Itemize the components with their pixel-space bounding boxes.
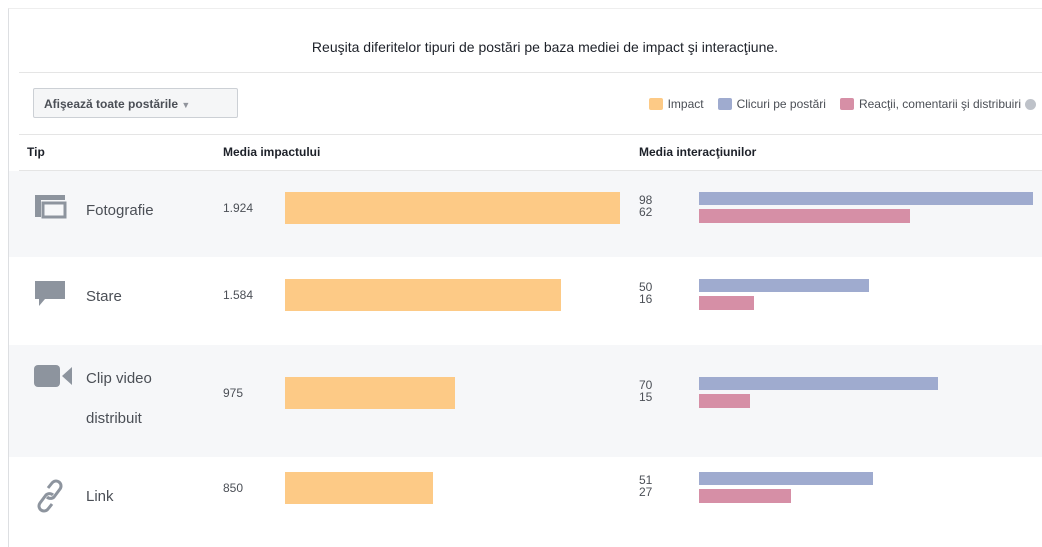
reactions-bar [699, 394, 751, 408]
insights-card: Reuşita diferitelor tipuri de postări pe… [8, 8, 1042, 547]
post-type-label: Clip video distribuit [86, 370, 152, 427]
table-row: Link 850 51 27 [9, 457, 1042, 531]
clicks-value: 98 [639, 193, 653, 207]
info-icon [1025, 98, 1036, 110]
table-row: Stare 1.584 50 16 [9, 257, 1042, 345]
column-header: Media interacţiunilor [639, 145, 757, 159]
column-header: Media impactului [223, 145, 321, 159]
impact-bar [285, 279, 561, 311]
clicks-value: 70 [639, 378, 653, 392]
table-row: Clip video distribuit 975 70 15 [9, 345, 1042, 457]
legend-swatch [717, 98, 732, 110]
impact-bar [285, 192, 620, 224]
filter-dropdown[interactable]: Afişează toate postările ▼ [33, 88, 238, 118]
post-type-label: Fotografie [86, 202, 154, 219]
clicks-value: 50 [639, 280, 653, 294]
impact-value: 1.924 [223, 201, 254, 215]
divider [19, 170, 1042, 171]
table-row: Fotografie 1.924 98 62 [9, 171, 1042, 257]
icon [35, 281, 65, 306]
legend-label: Reacţii, comentarii şi distribuiri [858, 97, 1021, 111]
icon [37, 479, 63, 513]
reactions-value: 62 [639, 205, 653, 219]
post-type-icon [33, 479, 67, 518]
clicks-bar [699, 192, 1033, 205]
icon [35, 195, 67, 219]
post-type-icon [33, 193, 67, 224]
divider [19, 72, 1042, 73]
clicks-bar [699, 472, 873, 485]
reactions-bar [699, 489, 792, 503]
reactions-value: 15 [639, 390, 653, 404]
clicks-bar [699, 279, 870, 292]
post-type-label: Link [86, 488, 114, 505]
post-type-icon [33, 363, 73, 394]
impact-bar [285, 377, 455, 409]
divider [19, 134, 1042, 135]
post-type-label: Stare [86, 288, 122, 305]
column-header: Tip [27, 145, 45, 159]
title: Reuşita diferitelor tipuri de postări pe… [311, 39, 779, 55]
reactions-value: 16 [639, 292, 653, 306]
reactions-bar [699, 209, 911, 223]
legend-label: Clicuri pe postări [736, 97, 826, 111]
reactions-bar [699, 296, 754, 310]
clicks-value: 51 [639, 473, 653, 487]
reactions-value: 27 [639, 485, 653, 499]
icon [34, 365, 72, 387]
impact-value: 850 [223, 481, 244, 495]
legend-label: Impact [667, 97, 704, 111]
legend-swatch [648, 98, 663, 110]
post-type-icon [33, 279, 67, 314]
impact-value: 1.584 [223, 288, 254, 302]
impact-value: 975 [223, 386, 244, 400]
legend: Impact Clicuri pe postări Reacţii, comenta… [635, 97, 1036, 111]
filter-label[interactable]: Afişează toate postările [44, 97, 179, 111]
legend-swatch [839, 98, 854, 110]
clicks-bar [699, 377, 938, 390]
impact-bar [285, 472, 433, 504]
